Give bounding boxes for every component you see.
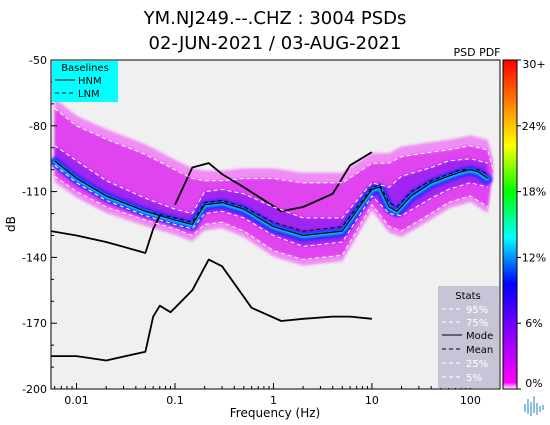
y-tick-label: -140 — [22, 251, 47, 264]
colorbar-tick-label: 6% — [525, 317, 542, 330]
chart-title: YM.NJ249.--.CHZ : 3004 PSDs — [143, 8, 407, 29]
statistics-lines — [51, 107, 494, 362]
stats-legend-title: Stats — [455, 291, 481, 302]
waveform-logo-icon — [524, 396, 544, 416]
mode-line — [54, 160, 489, 237]
x-tick-label: 0.1 — [166, 394, 184, 407]
y-tick-label: -80 — [29, 120, 47, 133]
mean-line — [54, 160, 488, 232]
hnm-line — [174, 151, 373, 213]
colorbar-ticks: 0% 6% 12% 18% 24% 30+ — [517, 58, 546, 390]
y-axis: -50 -80 -110 -140 -170 -200 — [22, 54, 57, 396]
lnm-legend-label: LNM — [78, 89, 100, 100]
baselines-legend: Baselines HNM LNM — [52, 61, 118, 102]
p75-legend-label: 75% — [466, 318, 488, 329]
y-tick-label: -200 — [22, 383, 47, 396]
y-tick-label: -50 — [29, 54, 47, 67]
stats-legend: Stats 95% 75% Mode Mean 25% 5% — [438, 286, 499, 388]
x-axis-label: Frequency (Hz) — [230, 406, 321, 420]
stats-legend-box — [438, 286, 499, 388]
x-tick-label: 10 — [365, 394, 379, 407]
colorbar-tick-label: 18% — [522, 186, 546, 199]
y-tick-label: -110 — [22, 186, 47, 199]
colorbar-tick-label: 30+ — [522, 58, 545, 71]
p25-legend-label: 25% — [466, 359, 488, 370]
plot-frame — [50, 59, 501, 390]
hnm-legend-label: HNM — [78, 76, 102, 87]
lnm-line — [51, 258, 372, 362]
mean-legend-label: Mean — [466, 345, 493, 356]
psd-heatmap — [51, 98, 494, 266]
hnm-low-frequency-line — [51, 215, 161, 254]
colorbar — [502, 59, 518, 390]
x-tick-label: 0.01 — [64, 394, 89, 407]
colorbar-tick-label: 0% — [525, 377, 542, 390]
colorbar-tick-label: 12% — [522, 251, 546, 264]
y-axis-label: dB — [4, 216, 18, 232]
x-tick-label: 1 — [270, 394, 277, 407]
p5-legend-label: 5% — [466, 373, 482, 384]
p75-line — [54, 145, 488, 219]
p25-line — [54, 164, 488, 247]
p95-legend-label: 95% — [466, 305, 488, 316]
mode-legend-label: Mode — [466, 331, 493, 342]
p5-line — [54, 175, 488, 261]
colorbar-title: PSD PDF — [453, 46, 500, 59]
p95-line — [54, 107, 494, 184]
chart-subtitle-date-range: 02-JUN-2021 / 03-AUG-2021 — [149, 33, 402, 54]
baselines-legend-title: Baselines — [61, 63, 109, 74]
y-tick-label: -170 — [22, 317, 47, 330]
colorbar-tick-label: 24% — [522, 120, 546, 133]
x-tick-label: 100 — [460, 394, 481, 407]
x-axis: 0.01 0.1 1 10 100 — [54, 383, 501, 407]
baselines-legend-box — [52, 61, 118, 102]
